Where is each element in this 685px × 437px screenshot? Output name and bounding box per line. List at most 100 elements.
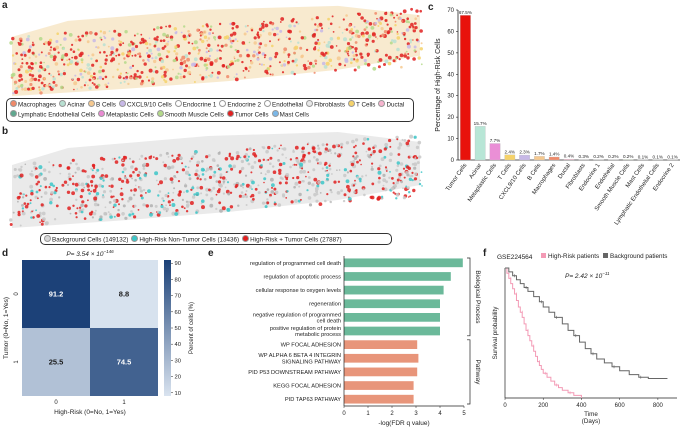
cell-dot <box>354 41 358 44</box>
cell-dot <box>205 193 209 197</box>
cell-dot <box>325 166 329 169</box>
cell-dot <box>49 197 53 202</box>
cell-dot <box>349 169 353 173</box>
panel-label-e: e <box>208 248 214 259</box>
bar <box>460 15 471 161</box>
legend-celltype-swatch <box>10 100 17 107</box>
cell-dot <box>352 155 355 158</box>
cell-dot <box>295 21 298 24</box>
cell-dot <box>315 62 317 65</box>
cell-dot <box>76 207 79 210</box>
cell-dot <box>114 160 119 164</box>
cell-dot <box>11 72 16 77</box>
cell-dot <box>171 198 174 202</box>
cell-dot <box>152 156 155 158</box>
cell-dot <box>344 59 349 63</box>
cell-dot <box>245 148 249 151</box>
cell-dot <box>244 174 248 177</box>
cell-dot <box>179 66 183 70</box>
cell-dot <box>356 160 359 164</box>
cell-dot <box>187 200 191 204</box>
cell-dot <box>48 186 51 189</box>
survival-legend-label: High-Risk patients <box>548 253 599 260</box>
cell-dot <box>230 167 234 171</box>
cell-dot <box>352 54 356 58</box>
cell-dot <box>266 67 269 70</box>
cell-dot <box>90 57 93 60</box>
cell-dot <box>163 163 167 168</box>
bar <box>534 156 545 161</box>
cell-dot <box>205 47 208 50</box>
cell-dot <box>115 54 118 57</box>
cell-dot <box>346 52 349 55</box>
cell-dot <box>359 180 362 183</box>
cell-dot <box>112 75 115 79</box>
cell-dot <box>315 28 319 32</box>
cell-dot <box>29 69 32 73</box>
cell-dot <box>415 9 419 13</box>
cell-dot <box>150 155 153 158</box>
enrichment-term-label: regeneration <box>309 302 341 308</box>
cell-dot <box>127 49 129 52</box>
cell-dot <box>68 33 73 37</box>
cell-dot <box>363 137 367 141</box>
cell-dot <box>378 164 382 168</box>
cell-dot <box>385 170 388 172</box>
cell-dot <box>251 180 255 185</box>
cell-dot <box>354 47 358 51</box>
cell-dot <box>388 176 391 179</box>
y-tick-label: 50 <box>447 51 454 57</box>
cell-dot <box>316 151 319 155</box>
cell-dot <box>58 196 61 199</box>
cell-dot <box>370 167 374 171</box>
cell-dot <box>52 75 55 78</box>
cell-dot <box>347 54 350 57</box>
cell-dot <box>389 27 393 31</box>
cell-dot <box>203 35 208 39</box>
cell-dot <box>166 34 169 38</box>
cell-dot <box>95 171 98 174</box>
x-tick-label: 400 <box>576 403 587 409</box>
cell-dot <box>44 185 48 189</box>
cell-dot <box>94 209 97 212</box>
cell-dot <box>206 39 209 42</box>
cell-dot <box>338 169 341 171</box>
cell-dot <box>299 170 303 174</box>
cell-dot <box>181 55 186 60</box>
cell-dot <box>161 197 164 200</box>
cell-dot <box>205 66 209 70</box>
cell-dot <box>377 18 381 22</box>
cell-dot <box>326 173 330 177</box>
cell-dot <box>12 92 15 95</box>
cell-dot <box>157 183 160 186</box>
cell-dot <box>216 76 219 79</box>
cell-dot <box>117 208 120 212</box>
cell-dot <box>336 56 341 61</box>
cell-dot <box>299 46 303 50</box>
colorbar-tick-label: 50 <box>175 326 181 332</box>
cell-dot <box>30 216 33 219</box>
enrichment-term-label: WP FOCAL ADHESION <box>281 343 341 349</box>
colorbar <box>164 260 171 396</box>
cell-dot <box>111 37 115 41</box>
cell-dot <box>208 54 212 58</box>
cell-dot <box>91 163 96 168</box>
cell-dot <box>223 36 228 40</box>
bar-value-label: 0.2% <box>593 154 603 159</box>
cell-dot <box>409 41 412 44</box>
tissue-map-highrisk <box>8 130 424 230</box>
cell-dot <box>93 196 98 201</box>
cell-dot <box>140 154 144 158</box>
cell-dot <box>91 82 94 84</box>
cell-dot <box>327 40 331 45</box>
cell-dot <box>390 30 393 33</box>
cell-dot <box>55 186 58 190</box>
cell-dot <box>21 42 24 46</box>
colorbar-tick-label: 20 <box>175 375 181 381</box>
cell-dot <box>102 43 106 47</box>
cell-dot <box>43 177 47 181</box>
cell-dot <box>353 146 356 149</box>
cell-dot <box>268 57 273 61</box>
cell-dot <box>213 170 217 174</box>
cell-dot <box>411 171 414 174</box>
